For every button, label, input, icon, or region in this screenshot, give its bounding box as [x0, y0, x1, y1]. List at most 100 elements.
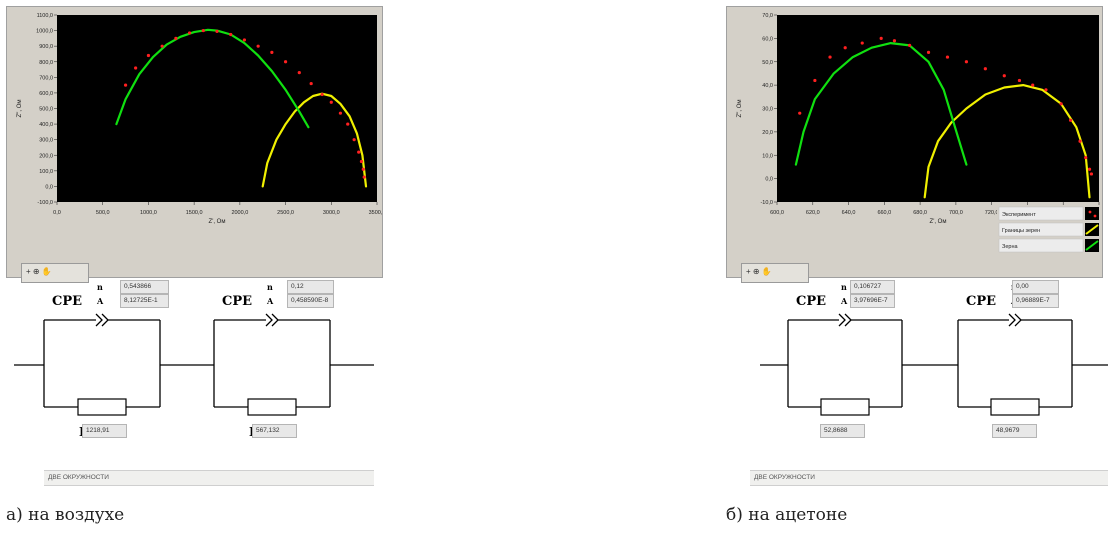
cpe1-a-value[interactable]: 8,12725E-1	[120, 294, 169, 308]
experiment-point	[329, 100, 333, 104]
x-tick-label: 700,0	[949, 210, 963, 216]
plot-area	[777, 15, 1099, 202]
experiment-point	[1031, 83, 1035, 87]
plot-frame: 600,0620,0640,0660,0680,0700,0720,0740,0…	[726, 6, 1103, 283]
plot-frame: 0,0 500,0 1000,0 1500,0 2000,0 2500,0 3000,0 35…	[6, 6, 383, 283]
experiment-point	[187, 31, 192, 35]
y-tick-label: 40,0	[762, 83, 773, 89]
cpe2-n-symbol: n	[267, 282, 273, 292]
y-tick-label: 200,0	[39, 153, 53, 159]
x-tick-label: 500,0	[96, 210, 110, 216]
y-axis-label: Z'', Ом	[737, 99, 743, 117]
experiment-point	[1017, 78, 1022, 83]
experiment-point	[297, 71, 301, 75]
r2-value[interactable]: 567,132	[252, 424, 297, 438]
cpe2-a-value[interactable]: 0,96889E-7	[1012, 294, 1059, 308]
r1-value[interactable]: 1218,91	[82, 424, 127, 438]
y-tick-label: 50,0	[762, 60, 773, 66]
y-tick-label: 600,0	[39, 91, 53, 97]
legend-label: Эксперимент	[1002, 212, 1036, 218]
cpe-symbol	[1014, 313, 1022, 327]
y-axis-label: Z'', Ом	[17, 99, 23, 117]
x-axis-label: Z', Ом	[209, 219, 226, 225]
y-tick-label: 0,0	[765, 177, 773, 183]
nyquist-plot: 600,0620,0640,0660,0680,0700,0720,0740,0…	[737, 13, 1102, 225]
experiment-point	[256, 44, 260, 48]
legend-label: Зерна	[1002, 244, 1018, 250]
experiment-point	[361, 167, 365, 171]
experiment-point	[359, 159, 364, 164]
x-tick-label: 0,0	[53, 210, 61, 216]
r2-value[interactable]: 48,9679	[992, 424, 1037, 438]
caption: б) на ацетоне	[726, 505, 848, 525]
graph-palette[interactable]: + ⊕ ✋	[21, 263, 89, 283]
cpe1-a-value[interactable]: 3,97696E-7	[850, 294, 895, 308]
cpe1-n-value[interactable]: 0,543866	[120, 280, 169, 294]
experiment-point	[309, 81, 313, 86]
experiment-point	[1002, 74, 1006, 78]
x-tick-label: 720,0	[985, 210, 999, 216]
r1-value[interactable]: 52,8688	[820, 424, 865, 438]
experiment-point	[798, 111, 802, 115]
plot-marks	[794, 36, 1094, 199]
y-tick-label: 70,0	[762, 13, 773, 19]
cpe-symbol	[844, 313, 852, 327]
cpe2-a-symbol: A	[266, 296, 274, 306]
cpe2-a-value[interactable]: 0,458590E-8	[287, 294, 334, 308]
x-tick-label: 680,0	[913, 210, 927, 216]
y-tick-label: 10,0	[762, 153, 773, 159]
x-tick-label: 1500,0	[186, 210, 203, 216]
cpe1-n-value[interactable]: 0,106727	[850, 280, 895, 294]
grain-boundary-fit-line	[923, 84, 1091, 199]
status-text: ДВЕ ОКРУЖНОСТИ	[754, 474, 815, 481]
cpe1-n-symbol: n	[97, 282, 103, 292]
plot-marks	[115, 28, 368, 188]
legend-point	[1088, 210, 1092, 214]
cpe2-label: CPE	[222, 294, 252, 309]
y-tick-label: 30,0	[762, 107, 773, 113]
experiment-point	[828, 55, 832, 59]
status-bar: ДВЕ ОКРУЖНОСТИ	[44, 470, 374, 486]
experiment-point	[945, 55, 950, 59]
experiment-point	[843, 46, 847, 50]
cpe1-a-symbol: A	[840, 296, 848, 306]
plot-area	[57, 15, 377, 202]
experiment-point	[892, 39, 897, 43]
panel-acetone: 600,0620,0640,0660,0680,0700,0720,0740,0…	[720, 0, 1108, 540]
experiment-point	[160, 44, 164, 48]
y-tick-label: -10,0	[760, 200, 773, 206]
experiment-point	[926, 50, 931, 55]
legend-point	[1093, 214, 1097, 218]
x-tick-label: 2000,0	[231, 210, 248, 216]
experiment-point	[146, 53, 151, 58]
y-tick-label: 900,0	[39, 44, 53, 50]
experiment-point	[123, 83, 128, 87]
cpe1-label: CPE	[796, 294, 826, 309]
legend-item-bg	[998, 206, 1084, 221]
experiment-point	[215, 29, 219, 33]
grain-fit-line	[794, 42, 968, 166]
legend-item-bg	[998, 222, 1084, 237]
experiment-point	[346, 122, 350, 126]
experiment-point	[320, 92, 324, 97]
experiment-point	[352, 138, 356, 142]
graph-palette-label: + ⊕ ✋	[746, 267, 772, 276]
graph-palette[interactable]: + ⊕ ✋	[741, 263, 809, 283]
y-tick-label: 1000,0	[36, 29, 53, 35]
x-tick-label: 2500,0	[277, 210, 294, 216]
experiment-point	[983, 67, 987, 71]
experiment-point	[283, 60, 288, 64]
status-bar: ДВЕ ОКРУЖНОСТИ	[750, 470, 1108, 486]
x-tick-label: 3000,0	[323, 210, 340, 216]
cpe2-n-value[interactable]: 0,00	[1012, 280, 1059, 294]
legend-swatches: Эксперимент Границы зерен Зерна	[998, 206, 1099, 253]
y-tick-label: 60,0	[762, 36, 773, 42]
experiment-point	[879, 36, 883, 40]
legend-item-bg	[998, 238, 1084, 253]
y-tick-label: 700,0	[39, 75, 53, 81]
y-tick-label: 0,0	[45, 184, 53, 190]
experiment-point	[134, 66, 138, 70]
experiment-point	[1084, 155, 1088, 160]
cpe2-n-value[interactable]: 0,12	[287, 280, 334, 294]
cpe1-n-symbol: n	[841, 282, 847, 292]
